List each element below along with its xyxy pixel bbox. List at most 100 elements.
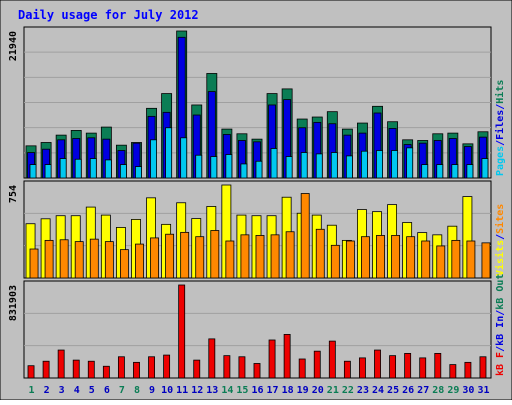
bar-pages	[300, 152, 308, 179]
bar-sites	[270, 234, 280, 279]
bar-pages	[89, 158, 97, 179]
bar-sites	[135, 243, 144, 279]
bar-sites	[89, 238, 99, 279]
bar-sites	[165, 233, 175, 279]
day-label: 24	[372, 385, 384, 396]
day-label: 27	[417, 385, 429, 396]
bar-kbytes	[72, 359, 80, 379]
bar-pages	[421, 164, 429, 179]
day-label: 29	[447, 385, 459, 396]
bar-sites	[330, 244, 340, 279]
day-label: 6	[104, 385, 110, 396]
bar-sites	[59, 239, 69, 279]
day-label: 12	[191, 385, 203, 396]
bar-kbytes	[479, 356, 487, 379]
bar-kbytes	[313, 350, 321, 379]
bar-sites	[481, 242, 491, 279]
bar-kbytes	[133, 361, 140, 379]
bar-kbytes	[238, 356, 246, 379]
bar-pages	[376, 150, 383, 179]
bar-sites	[406, 236, 416, 279]
bar-sites	[195, 236, 205, 279]
bar-sites	[285, 231, 295, 279]
bar-pages	[345, 155, 353, 179]
day-label: 30	[462, 385, 474, 396]
bar-kbytes	[148, 356, 155, 379]
day-label: 7	[119, 385, 125, 396]
bar-kbytes	[57, 349, 65, 379]
day-label: 26	[402, 385, 414, 396]
y-max-label-0: 21940	[8, 31, 19, 61]
bar-sites	[376, 235, 385, 279]
day-label: 16	[251, 385, 263, 396]
bar-sites	[240, 234, 250, 279]
bar-pages	[29, 164, 37, 179]
legend-item: Hits	[494, 80, 506, 104]
bar-pages	[451, 164, 459, 179]
bar-pages	[119, 164, 127, 179]
bar-pages	[240, 163, 248, 179]
bar-pages	[180, 137, 188, 179]
bar-kbytes	[102, 365, 110, 379]
day-label: 9	[149, 385, 155, 396]
bar-kbytes	[343, 360, 351, 379]
bar-pages	[391, 150, 399, 179]
day-label: 4	[74, 385, 80, 396]
day-label: 17	[267, 385, 279, 396]
legend-item: kB Out	[495, 274, 506, 310]
day-label: 25	[387, 385, 399, 396]
legend-item: kB In	[495, 316, 506, 346]
bar-pages	[330, 152, 338, 179]
y-max-label-2: 831903	[8, 285, 19, 321]
bar-kbytes	[178, 284, 186, 379]
bar-kbytes	[87, 360, 95, 379]
bar-pages	[466, 164, 474, 179]
day-label: 10	[161, 385, 173, 396]
y-max-label-1: 754	[8, 185, 19, 203]
day-label: 28	[432, 385, 444, 396]
bar-sites	[74, 241, 84, 279]
legend-item: kB F	[495, 352, 506, 376]
bar-pages	[195, 154, 203, 179]
day-label: 19	[297, 385, 309, 396]
legend-item: Sites	[494, 204, 506, 234]
legend-item: /	[495, 104, 506, 110]
day-label: 18	[282, 385, 294, 396]
bar-kbytes	[298, 358, 306, 379]
legend-item: Files	[494, 110, 506, 140]
bar-pages	[285, 156, 293, 179]
bar-pages	[135, 166, 142, 179]
day-label: 8	[134, 385, 140, 396]
bar-kbytes	[328, 340, 336, 379]
bar-pages	[210, 156, 218, 179]
legend-label-1: Visits/Sites	[494, 204, 506, 276]
day-label: 3	[59, 385, 65, 396]
bar-pages	[255, 160, 263, 179]
bar-pages	[59, 158, 67, 179]
legend-item: /	[495, 234, 506, 240]
bar-pages	[361, 150, 368, 179]
bar-pages	[150, 139, 157, 179]
legend-item: Pages	[495, 146, 506, 176]
bar-pages	[481, 158, 489, 179]
bar-sites	[391, 235, 401, 279]
bar-sites	[104, 241, 114, 279]
bar-kbytes	[42, 360, 50, 379]
bar-kbytes	[268, 339, 276, 379]
bar-pages	[74, 158, 82, 179]
bar-sites	[119, 249, 129, 279]
bar-sites	[150, 237, 159, 279]
bar-pages	[44, 164, 52, 179]
bar-sites	[29, 248, 39, 279]
bar-pages	[165, 127, 173, 179]
bar-sites	[451, 239, 461, 279]
bar-sites	[315, 228, 325, 279]
bar-kbytes	[404, 353, 412, 379]
bar-sites	[345, 240, 355, 279]
bar-sites	[300, 193, 310, 279]
day-label: 23	[357, 385, 369, 396]
legend-item: /	[495, 346, 506, 352]
day-label: 20	[312, 385, 324, 396]
bar-sites	[180, 231, 190, 279]
